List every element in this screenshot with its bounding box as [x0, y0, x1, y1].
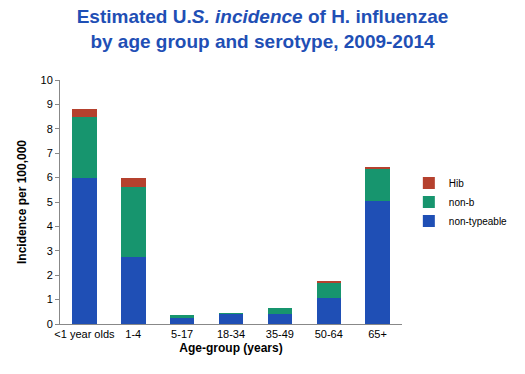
svg-text:Incidence per 100,000: Incidence per 100,000: [15, 140, 29, 264]
svg-text:Hib: Hib: [449, 178, 464, 189]
svg-text:9: 9: [47, 98, 53, 110]
svg-text:8: 8: [47, 123, 53, 135]
svg-text:3: 3: [47, 245, 53, 257]
svg-text:35-49: 35-49: [266, 328, 294, 340]
svg-text:65+: 65+: [368, 328, 387, 340]
svg-text:18-34: 18-34: [217, 328, 245, 340]
svg-text:4: 4: [47, 220, 53, 232]
svg-text:1-4: 1-4: [125, 328, 141, 340]
svg-text:1: 1: [47, 293, 53, 305]
svg-text:6: 6: [47, 171, 53, 183]
svg-text:non-typeable: non-typeable: [449, 216, 507, 227]
svg-text:Age-group (years): Age-group (years): [179, 341, 282, 355]
svg-text:7: 7: [47, 147, 53, 159]
svg-text:50-64: 50-64: [315, 328, 343, 340]
svg-text:5: 5: [47, 196, 53, 208]
svg-text:<1 year olds: <1 year olds: [54, 328, 115, 340]
svg-text:5-17: 5-17: [171, 328, 193, 340]
svg-text:non-b: non-b: [449, 197, 475, 208]
svg-text:Estimated U.S. incidence of H.: Estimated U.S. incidence of H. influenza…: [77, 6, 449, 52]
svg-text:10: 10: [41, 74, 53, 86]
svg-text:0: 0: [47, 318, 53, 330]
svg-text:2: 2: [47, 269, 53, 281]
